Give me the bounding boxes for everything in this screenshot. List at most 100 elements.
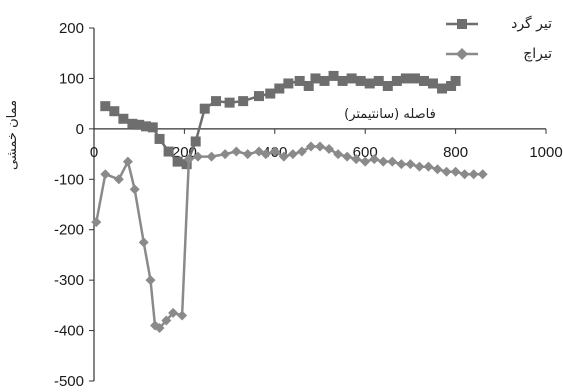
data-point-square — [337, 75, 348, 86]
data-point-square — [294, 75, 305, 86]
data-point-diamond — [113, 174, 124, 185]
data-point-diamond — [100, 169, 111, 180]
data-point-square — [172, 156, 183, 167]
data-point-square — [364, 78, 375, 89]
data-point-square — [328, 70, 339, 81]
axes — [89, 27, 547, 382]
data-point-diamond — [91, 217, 102, 228]
data-point-diamond — [360, 156, 371, 167]
data-point-diamond — [154, 323, 165, 334]
data-point-diamond — [269, 146, 280, 157]
data-point-diamond — [459, 169, 470, 180]
data-point-diamond — [177, 310, 188, 321]
data-point-diamond — [450, 166, 461, 177]
data-point-square — [224, 97, 235, 108]
data-point-diamond — [477, 169, 488, 180]
x-tick-labels: 02004006008001000 — [90, 144, 563, 161]
data-point-diamond — [405, 159, 416, 170]
data-point-diamond — [333, 149, 344, 160]
data-point-square — [253, 91, 264, 102]
data-point-diamond — [138, 237, 149, 248]
data-point-diamond — [183, 154, 194, 165]
data-point-diamond — [396, 159, 407, 170]
data-point-diamond — [342, 151, 353, 162]
data-point-square — [134, 119, 145, 130]
x-tick-label: 1000 — [529, 144, 562, 161]
data-point-square — [450, 75, 461, 86]
data-point-diamond — [168, 307, 179, 318]
x-tick-label: 600 — [353, 144, 378, 161]
data-point-square — [274, 83, 285, 94]
y-tick-label: -400 — [54, 323, 84, 340]
y-tick-label: -200 — [54, 222, 84, 239]
y-tick-label: -500 — [54, 373, 84, 390]
data-point-square — [418, 75, 429, 86]
data-point-diamond — [441, 166, 452, 177]
legend-label-tapered-beam: تیراچ — [523, 46, 552, 62]
data-point-square — [409, 73, 420, 84]
data-point-square — [283, 78, 294, 89]
data-point-diamond — [206, 151, 217, 162]
data-point-square — [118, 113, 129, 124]
data-point-diamond — [423, 161, 434, 172]
y-tick-labels: 200 100 0 -100 -200 -300 -400 -500 — [54, 20, 84, 390]
series-round-beam — [100, 70, 461, 170]
series-layer — [91, 70, 488, 334]
data-point-square — [199, 103, 210, 114]
data-point-diamond — [192, 151, 203, 162]
y-axis-label: ممان خمشی — [5, 100, 20, 170]
x-tick-label: 800 — [443, 144, 468, 161]
data-point-square — [100, 101, 111, 112]
data-point-square — [382, 80, 393, 91]
data-point-square — [346, 73, 357, 84]
data-point-diamond — [387, 156, 398, 167]
data-point-square — [190, 136, 201, 147]
y-tick-label: -300 — [54, 272, 84, 289]
data-point-diamond — [315, 141, 325, 152]
legend: تیر گرد تیراچ — [446, 15, 552, 62]
legend-label-round-beam: تیر گرد — [511, 15, 552, 32]
data-point-diamond — [324, 144, 335, 155]
data-point-square — [163, 146, 174, 157]
data-point-square — [391, 75, 402, 86]
data-point-diamond — [414, 161, 425, 172]
series-line — [95, 145, 483, 330]
data-point-diamond — [378, 156, 389, 167]
data-point-square — [147, 122, 158, 133]
data-point-diamond — [129, 184, 140, 195]
data-point-square — [428, 78, 438, 89]
y-tick-label: -100 — [54, 171, 84, 188]
data-point-square — [238, 96, 249, 107]
x-tick-label: 0 — [90, 144, 98, 161]
data-point-diamond — [369, 154, 380, 165]
data-point-square — [446, 80, 457, 91]
legend-marker-square-icon — [457, 19, 467, 29]
data-point-diamond — [161, 315, 172, 326]
data-point-square — [400, 73, 411, 84]
data-point-square — [310, 73, 321, 84]
data-point-diamond — [296, 146, 307, 157]
legend-marker-diamond-icon — [456, 48, 468, 60]
data-point-square — [109, 106, 120, 117]
data-point-diamond — [242, 149, 253, 160]
data-point-diamond — [468, 169, 479, 180]
data-point-square — [211, 96, 222, 107]
data-point-diamond — [220, 149, 231, 160]
data-point-square — [140, 121, 151, 132]
data-point-square — [181, 159, 192, 170]
data-point-square — [355, 75, 366, 86]
data-point-diamond — [278, 151, 289, 162]
data-point-square — [373, 75, 384, 86]
data-point-diamond — [231, 146, 242, 157]
data-point-diamond — [287, 149, 298, 160]
data-point-square — [303, 80, 314, 91]
y-tick-label: 0 — [76, 121, 84, 138]
y-tick-label: 100 — [59, 70, 84, 87]
data-point-square — [319, 75, 330, 86]
data-point-diamond — [432, 164, 443, 175]
data-point-square — [265, 88, 276, 99]
data-point-diamond — [145, 275, 156, 286]
data-point-diamond — [305, 141, 316, 152]
data-point-square — [437, 83, 448, 94]
